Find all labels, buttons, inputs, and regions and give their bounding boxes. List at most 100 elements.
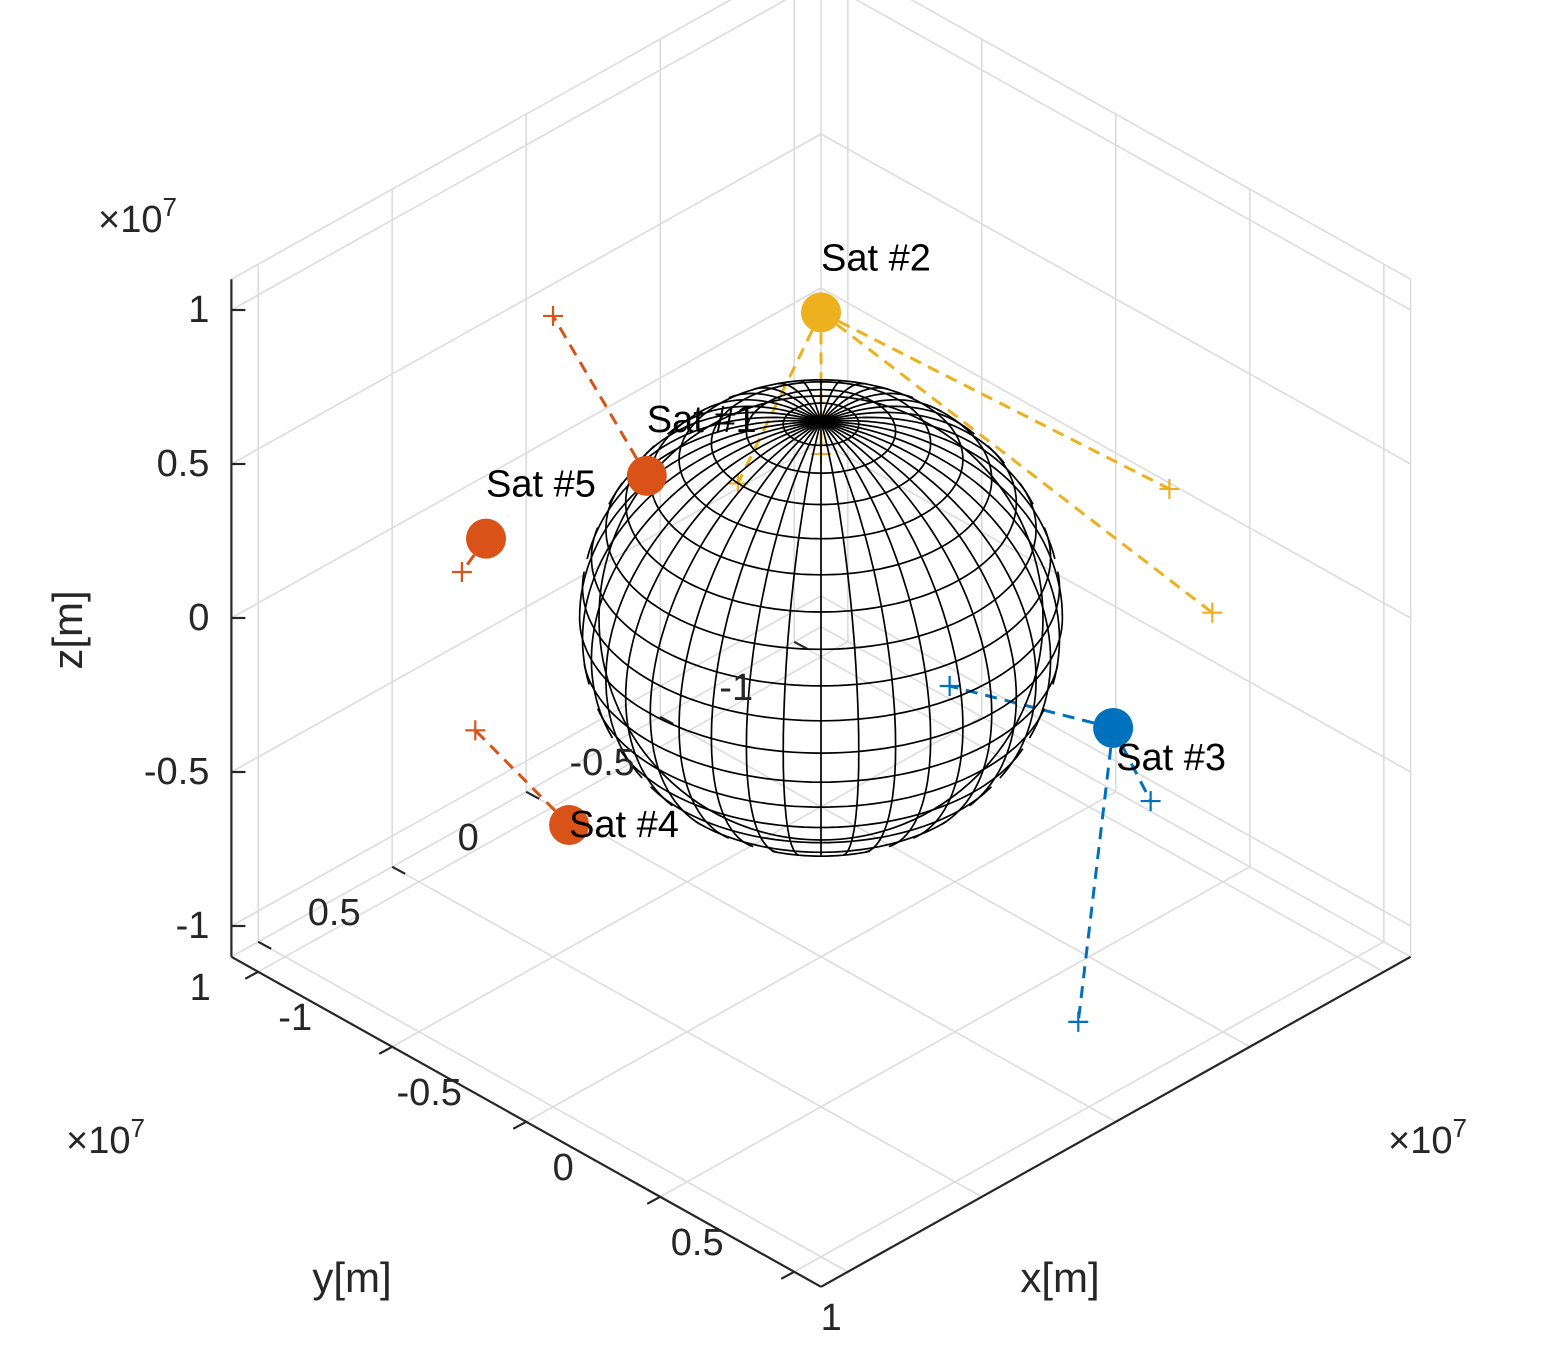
z-tick-label: 0 xyxy=(188,597,209,639)
sat-link-line xyxy=(820,311,1214,614)
earth-grid-line xyxy=(649,421,822,826)
grid-layer xyxy=(230,0,1412,1273)
earth-grid-line xyxy=(710,380,932,506)
earth-grid-line xyxy=(710,421,822,848)
link-layer xyxy=(451,305,1223,1032)
earth-grid-line xyxy=(782,402,860,447)
earth-grid-line xyxy=(650,786,992,844)
y-axis-label: y[m] xyxy=(312,1254,391,1301)
grid-line xyxy=(231,595,822,927)
ground-station-marker xyxy=(939,676,960,696)
earth-grid-line xyxy=(596,708,1046,808)
y-axis-multiplier: ×107 xyxy=(66,1113,145,1162)
satellite-marker xyxy=(626,455,667,496)
earth-grid-line xyxy=(605,482,1037,651)
earth-grid-line xyxy=(820,420,1061,685)
earth-grid-line xyxy=(820,419,1056,560)
z-tick-label: -1 xyxy=(176,905,210,947)
earth-grid-line xyxy=(820,421,964,839)
earth-grid-line xyxy=(586,419,822,560)
x-tick xyxy=(512,1120,527,1130)
x-tick-label: 1 xyxy=(821,1297,842,1339)
y-tick xyxy=(659,715,674,725)
grid-line xyxy=(231,287,822,619)
grid-line xyxy=(820,133,1411,465)
grid-line xyxy=(820,441,1411,773)
satellite-marker xyxy=(801,292,841,333)
y-tick-label: 0.5 xyxy=(308,892,361,934)
satellite-marker xyxy=(549,804,590,845)
earth-grid-line xyxy=(820,416,1034,505)
earth-grid-line xyxy=(820,421,932,848)
satellite-label: Sat #4 xyxy=(569,804,679,846)
z-tick-label: 0.5 xyxy=(157,443,210,485)
grid-line xyxy=(525,791,1117,1123)
earth-grid-line xyxy=(820,421,1018,807)
grid-line xyxy=(820,287,1411,619)
earth-grid-line xyxy=(820,411,1006,464)
sat-link-line xyxy=(949,684,1114,730)
earth-grid-line xyxy=(581,420,822,685)
y-tick-label: 0 xyxy=(458,817,479,859)
grid-line xyxy=(855,0,1411,311)
earth-grid-line xyxy=(820,398,943,423)
sat-link-line xyxy=(1076,727,1115,1023)
earth-grid-line xyxy=(590,420,822,739)
y-tick xyxy=(793,640,808,650)
earth-grid-line xyxy=(678,378,964,540)
ground-station-marker xyxy=(1068,1011,1089,1032)
earth-grid-line xyxy=(578,617,1064,754)
ground-station-marker xyxy=(1140,791,1161,812)
x-axis-multiplier: ×107 xyxy=(1388,1113,1467,1162)
z-axis-multiplier: ×107 xyxy=(98,192,177,241)
sat-link-line xyxy=(1111,727,1152,802)
earth-grid-line xyxy=(624,444,1018,613)
x-tick-label: -0.5 xyxy=(396,1072,461,1114)
y-tick-label: -1 xyxy=(719,667,753,709)
y-tick-label: 1 xyxy=(190,967,211,1009)
grid-line xyxy=(231,0,787,311)
earth-grid-line xyxy=(752,386,822,423)
grid-line xyxy=(391,716,983,1048)
sat-link-line xyxy=(736,311,823,485)
x-tick xyxy=(646,1195,661,1205)
grid-line xyxy=(820,595,1411,927)
earth-grid-line xyxy=(771,850,871,858)
y-tick xyxy=(257,940,272,950)
axis-layer xyxy=(230,279,1412,1288)
earth-grid-line xyxy=(618,748,1024,829)
x-axis-line xyxy=(820,955,1412,1288)
earth-grid-line xyxy=(820,421,993,826)
ground-station-marker xyxy=(1202,602,1223,623)
x-axis-label: x[m] xyxy=(1020,1254,1099,1301)
grid-border xyxy=(820,626,1411,958)
y-tick xyxy=(525,790,540,800)
earth-grid-line xyxy=(820,420,1037,779)
earth-grid-line xyxy=(636,411,822,464)
x-tick-label: 0.5 xyxy=(671,1222,724,1264)
grid-line xyxy=(231,441,822,773)
satellite-label: Sat #3 xyxy=(1116,737,1226,779)
earth-grid-line xyxy=(624,421,822,807)
x-tick xyxy=(378,1045,393,1055)
z-axis-label: z[m] xyxy=(44,590,91,669)
satellite-label: Sat #2 xyxy=(821,237,931,279)
satellite-layer xyxy=(466,292,1134,845)
grid-border xyxy=(910,0,1411,280)
x-tick-label: -1 xyxy=(278,997,312,1039)
earth-grid-line xyxy=(782,421,822,856)
earth-grid-line xyxy=(820,420,1052,739)
satellite-label: Sat #5 xyxy=(486,464,596,506)
y-tick xyxy=(391,865,406,875)
z-tick-label: -0.5 xyxy=(144,751,209,793)
earth-grid-line xyxy=(820,386,890,423)
earth-grid-line xyxy=(820,421,860,856)
earth-grid-line xyxy=(678,421,822,839)
x-tick xyxy=(244,970,259,980)
earth-wireframe xyxy=(578,378,1064,858)
earth-grid-line xyxy=(649,408,993,576)
earth-grid-line xyxy=(699,398,822,423)
satellite-marker xyxy=(466,518,506,559)
earth-outline xyxy=(598,395,1044,841)
